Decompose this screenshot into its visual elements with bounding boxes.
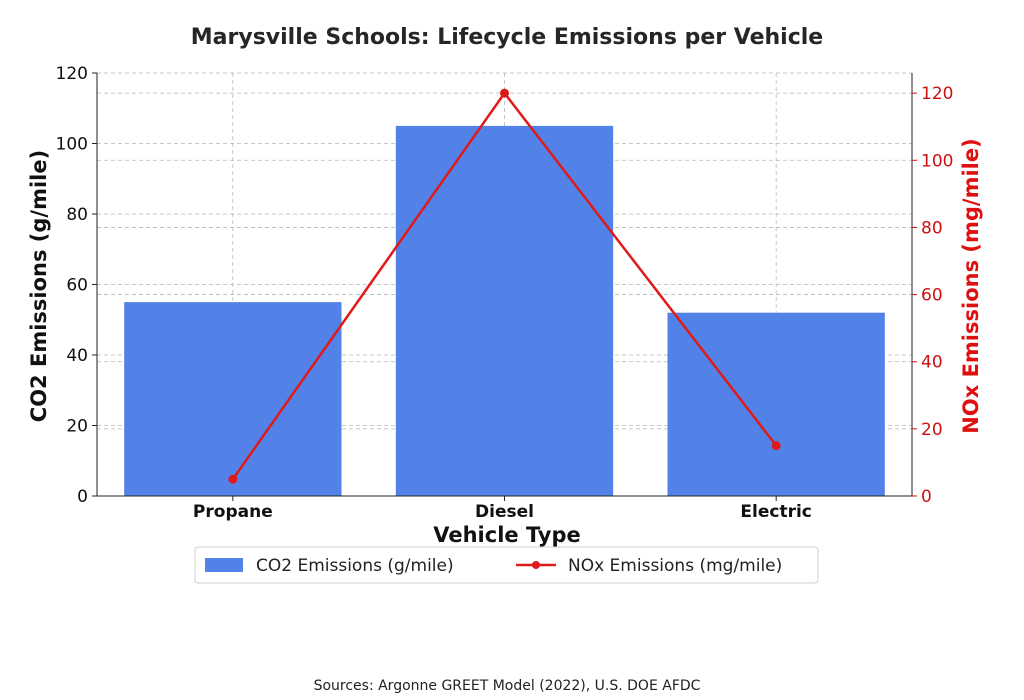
y-tick-label-60: 60: [66, 276, 88, 296]
nox-point-electric: [771, 441, 781, 451]
x-tick-label-electric: Electric: [740, 502, 811, 522]
y-tick-label-80: 80: [66, 205, 88, 225]
nox-line-series: [228, 88, 781, 484]
y-tick-label-0: 0: [77, 487, 88, 507]
legend-frame: [194, 546, 819, 584]
bar-propane: [124, 302, 342, 496]
y2-tick-label-100: 100: [921, 151, 953, 171]
bar-diesel: [395, 125, 614, 496]
chart-title: Marysville Schools: Lifecycle Emissions …: [191, 25, 823, 50]
co2-bars: [124, 125, 885, 496]
tick-labels: 0 20 40 60 80 100 120 0 20 40 60 80 100 120 Propane Die…: [56, 64, 954, 522]
y2-tick-label-40: 40: [921, 353, 943, 373]
y2-tick-label-80: 80: [921, 218, 943, 238]
legend-co2-swatch: [205, 558, 243, 572]
x-axis-label: Vehicle Type: [433, 523, 581, 547]
y-axis-label: CO2 Emissions (g/mile): [27, 150, 51, 422]
y-tick-label-40: 40: [66, 346, 88, 366]
chart-axes: [92, 72, 917, 501]
y2-tick-label-20: 20: [921, 420, 943, 440]
legend-nox-marker: [532, 561, 540, 569]
nox-point-diesel: [500, 88, 509, 98]
nox-point-propane: [228, 474, 238, 484]
x-tick-label-propane: Propane: [193, 502, 273, 522]
legend-nox-label: NOx Emissions (mg/mile): [568, 556, 782, 576]
y2-tick-label-0: 0: [921, 487, 932, 507]
y2-tick-label-120: 120: [921, 84, 953, 104]
chart-legend: CO2 Emissions (g/mile) NOx Emissions (mg…: [194, 546, 819, 584]
y-tick-label-20: 20: [66, 417, 88, 437]
y-tick-label-120: 120: [56, 64, 88, 84]
x-tick-label-diesel: Diesel: [475, 502, 534, 522]
source-note: Sources: Argonne GREET Model (2022), U.S…: [314, 678, 701, 694]
y2-axis-label: NOx Emissions (mg/mile): [959, 138, 983, 433]
bar-electric: [667, 312, 885, 496]
y-tick-label-100: 100: [56, 135, 88, 155]
legend-co2-label: CO2 Emissions (g/mile): [256, 556, 454, 576]
y2-tick-label-60: 60: [921, 286, 943, 306]
